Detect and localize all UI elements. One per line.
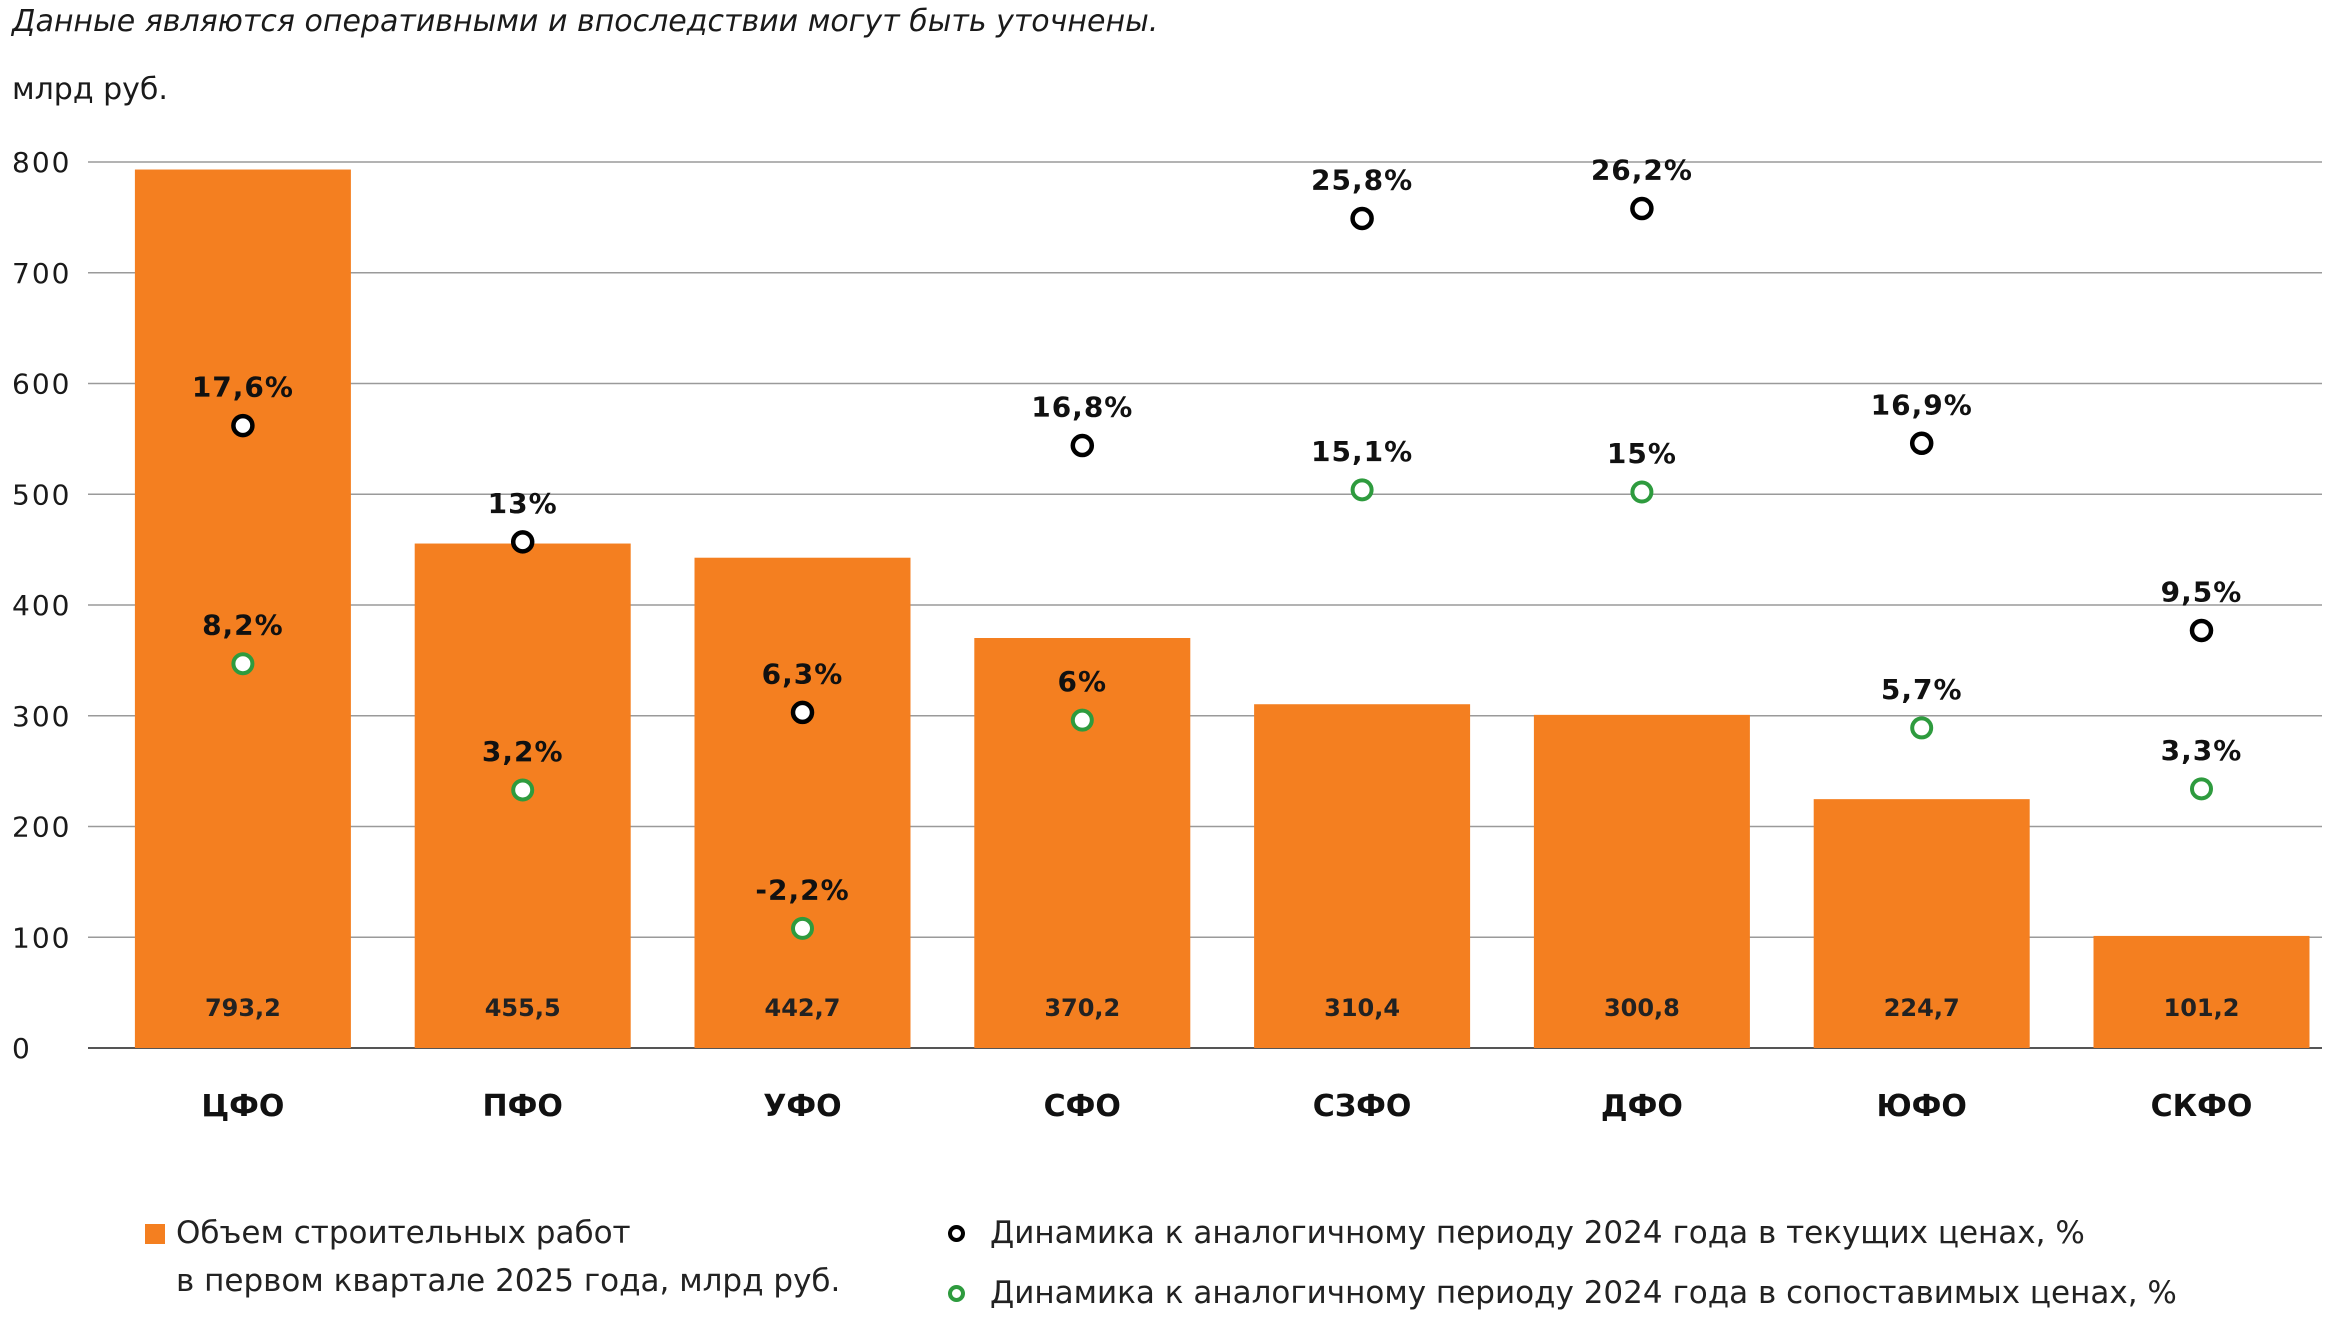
- y-tick-label: 500: [12, 478, 71, 511]
- current-price-label: 16,8%: [1031, 391, 1133, 424]
- x-category-label: ЮФО: [1876, 1089, 1966, 1124]
- y-tick-label: 300: [12, 700, 71, 733]
- regional-construction-chart: 0 100 200 300 400 500 600 700 800 793,2 455,5 442,7…: [12, 146, 2322, 1124]
- y-tick-label: 400: [12, 589, 71, 622]
- comparable-price-label: 8,2%: [202, 609, 284, 642]
- current-price-marker: [1909, 431, 1934, 456]
- data-note: Данные являются оперативными и впоследст…: [12, 4, 1159, 39]
- x-category-label: ЦФО: [201, 1089, 284, 1124]
- bar: [134, 169, 351, 1048]
- legend-current-prices-label: Динамика к аналогичному периоду 2024 год…: [990, 1215, 2085, 1251]
- current-price-label: 6,3%: [762, 657, 844, 690]
- y-tick-label: 700: [12, 257, 71, 290]
- bar: [974, 638, 1191, 1048]
- current-price-marker: [790, 700, 815, 725]
- comparable-price-marker: [1070, 708, 1094, 732]
- y-tick-label: 800: [12, 146, 71, 179]
- current-price-marker: [2189, 618, 2214, 643]
- x-category-label: СКФО: [2151, 1089, 2253, 1124]
- y-tick-label: 100: [12, 921, 71, 954]
- current-price-label: 26,2%: [1591, 154, 1693, 187]
- current-price-marker: [510, 530, 535, 554]
- x-category-label: ПФО: [483, 1089, 563, 1124]
- legend-black-ring-icon: [948, 1225, 965, 1242]
- comparable-price-marker: [1910, 716, 1934, 740]
- current-price-label: 9,5%: [2161, 575, 2243, 608]
- current-price-label: 13%: [488, 487, 558, 520]
- bar-value-label: 101,2: [2164, 994, 2240, 1022]
- legend-bar-swatch: [145, 1224, 165, 1244]
- current-price-label: 25,8%: [1311, 163, 1413, 196]
- comparable-price-marker: [231, 652, 255, 676]
- x-category-label: СЗФО: [1313, 1089, 1412, 1124]
- current-price-marker: [231, 413, 255, 438]
- comparable-price-label: -2,2%: [755, 873, 849, 906]
- comparable-price-marker: [1630, 480, 1654, 504]
- bar: [1533, 714, 1750, 1048]
- comparable-price-label: 6%: [1058, 665, 1108, 698]
- bar-value-label: 455,5: [485, 994, 561, 1022]
- comparable-price-label: 3,3%: [2161, 734, 2243, 767]
- comparable-price-label: 3,2%: [482, 735, 564, 768]
- comparable-price-label: 15,1%: [1311, 435, 1413, 468]
- y-tick-label: 200: [12, 811, 71, 844]
- comparable-price-label: 15%: [1607, 437, 1677, 470]
- comparable-price-marker: [511, 778, 535, 802]
- bar-value-label: 300,8: [1604, 994, 1680, 1022]
- bar: [2093, 935, 2310, 1048]
- legend-bars-label-line1: Объем строительных работ: [176, 1215, 631, 1251]
- comparable-price-marker: [1350, 478, 1374, 502]
- bar-value-label: 224,7: [1884, 994, 1960, 1022]
- bar-value-label: 370,2: [1044, 994, 1120, 1022]
- current-price-marker: [1350, 206, 1374, 231]
- legend-bars-label-line2: в первом квартале 2025 года, млрд руб.: [176, 1263, 841, 1299]
- x-category-label: СФО: [1044, 1089, 1121, 1124]
- comparable-price-label: 5,7%: [1881, 673, 1963, 706]
- bar: [694, 557, 911, 1048]
- comparable-price-marker: [791, 916, 814, 940]
- x-category-label: УФО: [763, 1089, 841, 1124]
- comparable-price-marker: [2190, 777, 2213, 801]
- current-price-marker: [1630, 196, 1654, 221]
- y-tick-label: 600: [12, 368, 71, 401]
- x-category-label: ДФО: [1601, 1089, 1683, 1124]
- y-tick-label: 0: [12, 1032, 32, 1065]
- current-price-label: 16,9%: [1871, 388, 1973, 421]
- bar-value-label: 442,7: [765, 994, 841, 1022]
- legend-green-ring-icon: [948, 1285, 965, 1302]
- unit-label: млрд руб.: [12, 72, 168, 107]
- bar-value-label: 793,2: [205, 994, 281, 1022]
- bar-value-label: 310,4: [1324, 994, 1400, 1022]
- legend-comparable-prices-label: Динамика к аналогичному периоду 2024 год…: [990, 1275, 2177, 1311]
- bar: [1813, 799, 2030, 1048]
- bar: [1254, 704, 1471, 1048]
- current-price-label: 17,6%: [192, 371, 294, 404]
- current-price-marker: [1070, 433, 1095, 458]
